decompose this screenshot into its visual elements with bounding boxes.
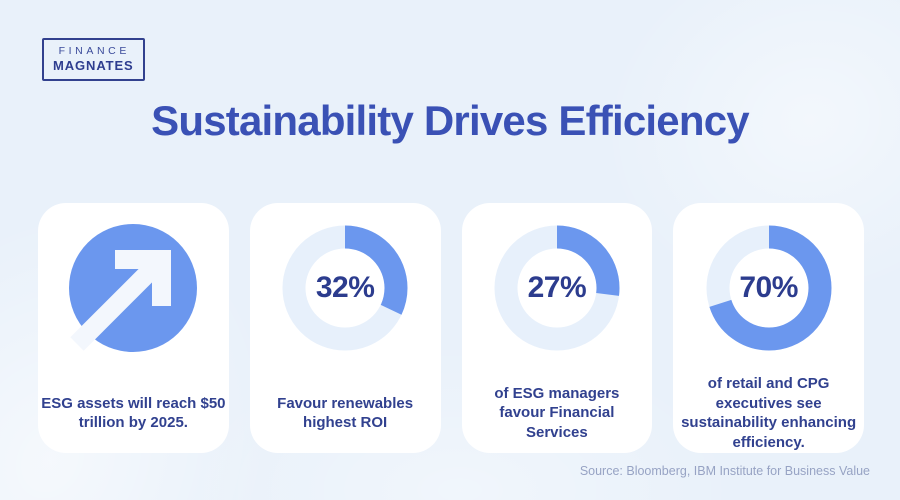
- stat-caption: Favour renewables highest ROI: [277, 394, 414, 432]
- logo-line-finance: FINANCE: [58, 45, 130, 57]
- donut-chart: 27%: [494, 225, 620, 351]
- source-attribution: Source: Bloomberg, IBM Institute for Bus…: [579, 464, 870, 478]
- stat-caption: of ESG managers favour Financial Service…: [494, 384, 620, 441]
- stat-caption: ESG assets will reach $50 trillion by 20…: [41, 394, 226, 432]
- stat-cards-row: ESG assets will reach $50 trillion by 20…: [38, 203, 864, 453]
- stat-card-retail-cpg: 70% of retail and CPG executives see sus…: [673, 203, 864, 453]
- arrow-up-right-icon: [69, 224, 198, 352]
- percent-label: 27%: [527, 271, 587, 304]
- stat-card-esg-assets: ESG assets will reach $50 trillion by 20…: [38, 203, 229, 453]
- donut-chart: 70%: [706, 225, 832, 351]
- page-title: Sustainability Drives Efficiency: [151, 97, 749, 144]
- percent-label: 32%: [315, 271, 375, 304]
- logo-line-magnates: MAGNATES: [53, 58, 134, 73]
- finance-magnates-logo: FINANCE MAGNATES: [42, 38, 145, 81]
- stat-caption: of retail and CPG executives see sustain…: [681, 375, 857, 451]
- donut-arc: [494, 225, 620, 351]
- percent-label: 70%: [739, 271, 798, 304]
- stat-card-esg-managers: 27% of ESG managers favour Financial Ser…: [461, 203, 653, 453]
- stat-card-renewables-roi: 32% Favour renewables highest ROI: [249, 203, 441, 453]
- donut-chart: 32%: [282, 225, 408, 351]
- donut-arc: [282, 225, 408, 351]
- donut-arc: [706, 225, 832, 351]
